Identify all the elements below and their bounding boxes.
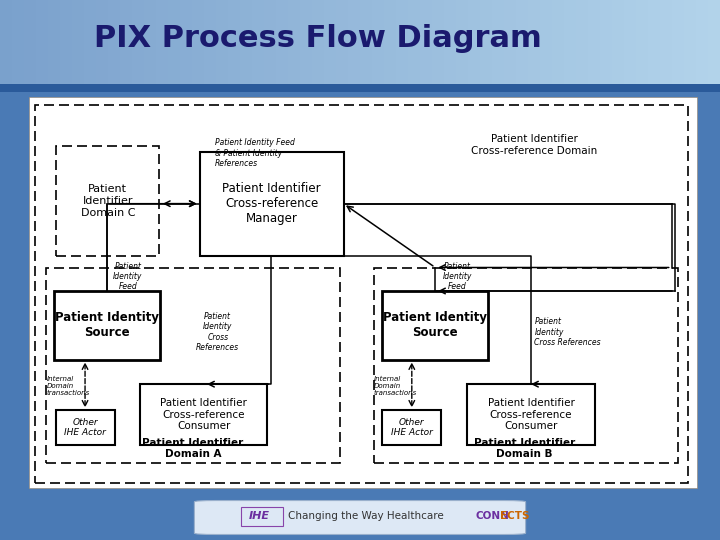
- Text: Patient
Identity
Cross References: Patient Identity Cross References: [534, 317, 601, 347]
- Bar: [0, 84, 720, 92]
- Bar: [12, 0, 24, 92]
- Bar: [144, 0, 156, 92]
- Bar: [540, 0, 552, 92]
- Bar: [612, 0, 624, 92]
- Bar: [324, 0, 336, 92]
- Bar: [456, 0, 468, 92]
- Bar: [516, 0, 528, 92]
- Bar: [420, 0, 432, 92]
- FancyBboxPatch shape: [194, 501, 526, 535]
- Text: PIX Process Flow Diagram: PIX Process Flow Diagram: [94, 24, 541, 53]
- Bar: [708, 0, 720, 92]
- Text: Patient Identifier
Cross-reference
Consumer: Patient Identifier Cross-reference Consu…: [160, 398, 247, 431]
- Bar: [60, 0, 72, 92]
- Bar: [180, 0, 192, 92]
- Bar: [336, 0, 348, 92]
- Bar: [600, 0, 612, 92]
- Text: Patient
Identity
Feed: Patient Identity Feed: [443, 261, 472, 292]
- Text: Changing the Way Healthcare: Changing the Way Healthcare: [288, 511, 444, 521]
- Bar: [444, 0, 456, 92]
- Text: Patient Identity
Source: Patient Identity Source: [55, 311, 159, 339]
- Text: Patient Identifier
Domain B: Patient Identifier Domain B: [474, 438, 575, 460]
- Text: Patient Identifier
Cross-reference Domain: Patient Identifier Cross-reference Domai…: [471, 134, 598, 156]
- Bar: [624, 0, 636, 92]
- Text: Patient Identity Feed
& Patient Identity
References: Patient Identity Feed & Patient Identity…: [215, 138, 294, 168]
- Bar: [228, 0, 240, 92]
- Text: Other
IHE Actor: Other IHE Actor: [391, 418, 433, 437]
- Bar: [684, 0, 696, 92]
- Text: Patient Identifier
Domain A: Patient Identifier Domain A: [143, 438, 243, 460]
- Text: Patient Identifier
Cross-reference
Consumer: Patient Identifier Cross-reference Consu…: [487, 398, 575, 431]
- Bar: [300, 0, 312, 92]
- Bar: [468, 0, 480, 92]
- Bar: [408, 0, 420, 92]
- Bar: [382, 410, 441, 445]
- Bar: [72, 0, 84, 92]
- Bar: [55, 146, 159, 256]
- Bar: [396, 0, 408, 92]
- Bar: [264, 0, 276, 92]
- Text: Patient Identity
Source: Patient Identity Source: [383, 311, 487, 339]
- Bar: [192, 0, 204, 92]
- Bar: [480, 0, 492, 92]
- Text: Patient
Identity
Feed: Patient Identity Feed: [113, 261, 143, 292]
- Bar: [588, 0, 600, 92]
- Bar: [84, 0, 96, 92]
- Bar: [648, 0, 660, 92]
- Bar: [504, 0, 516, 92]
- Bar: [54, 291, 160, 360]
- Bar: [252, 0, 264, 92]
- Bar: [382, 291, 488, 360]
- Text: CONN: CONN: [475, 511, 509, 521]
- Bar: [288, 0, 300, 92]
- Bar: [276, 0, 288, 92]
- Bar: [374, 267, 678, 463]
- Bar: [36, 0, 48, 92]
- Bar: [204, 0, 216, 92]
- Text: Patient
Identifier
Domain C: Patient Identifier Domain C: [81, 184, 135, 218]
- Text: Internal
Domain
transactions: Internal Domain transactions: [47, 376, 90, 396]
- Bar: [48, 0, 60, 92]
- Bar: [156, 0, 168, 92]
- Bar: [672, 0, 684, 92]
- Text: ECTS: ECTS: [500, 511, 530, 521]
- Bar: [0, 0, 12, 92]
- Bar: [492, 0, 504, 92]
- Bar: [372, 0, 384, 92]
- Bar: [696, 0, 708, 92]
- Bar: [636, 0, 648, 92]
- Bar: [45, 267, 340, 463]
- Bar: [240, 0, 252, 92]
- Text: Other
IHE Actor: Other IHE Actor: [64, 418, 106, 437]
- Bar: [576, 0, 588, 92]
- Bar: [384, 0, 396, 92]
- Bar: [360, 0, 372, 92]
- Bar: [432, 0, 444, 92]
- Bar: [24, 0, 36, 92]
- Bar: [528, 0, 540, 92]
- Bar: [660, 0, 672, 92]
- Bar: [168, 0, 180, 92]
- Bar: [108, 0, 120, 92]
- Text: Internal
Domain
transactions: Internal Domain transactions: [374, 376, 417, 396]
- Bar: [348, 0, 360, 92]
- Text: Patient Identifier
Cross-reference
Manager: Patient Identifier Cross-reference Manag…: [222, 183, 321, 225]
- Bar: [199, 152, 343, 256]
- Bar: [96, 0, 108, 92]
- Text: IHE: IHE: [248, 511, 269, 521]
- Text: Patient
Identity
Cross
References: Patient Identity Cross References: [197, 312, 239, 352]
- Bar: [55, 410, 114, 445]
- Bar: [467, 384, 595, 445]
- Bar: [312, 0, 324, 92]
- Bar: [140, 384, 267, 445]
- Bar: [564, 0, 576, 92]
- Bar: [132, 0, 144, 92]
- Bar: [216, 0, 228, 92]
- Bar: [552, 0, 564, 92]
- Bar: [120, 0, 132, 92]
